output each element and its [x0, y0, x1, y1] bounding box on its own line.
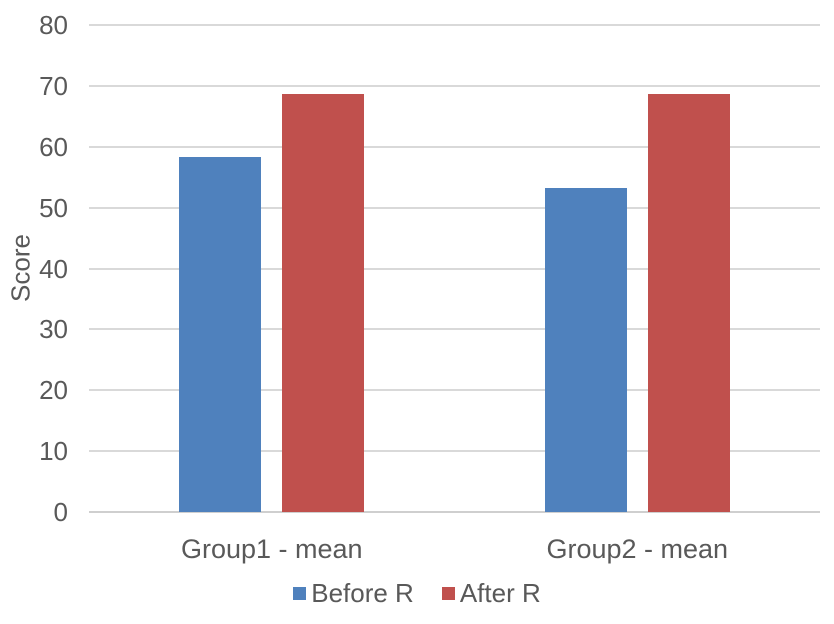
- y-tick-label: 50: [39, 192, 68, 223]
- x-category-label: Group2 - mean: [546, 534, 729, 564]
- y-tick-label: 40: [39, 253, 68, 284]
- plot-area: [89, 24, 820, 513]
- gridline: [89, 267, 820, 270]
- legend-item: Before R: [293, 578, 414, 609]
- y-tick-label: 70: [39, 70, 68, 101]
- y-tick-label: 30: [39, 314, 68, 345]
- legend-label: Before R: [311, 578, 414, 608]
- gridline: [89, 389, 820, 392]
- x-category-label: Group1 - mean: [180, 534, 363, 564]
- gridline: [89, 450, 820, 453]
- gridline: [89, 24, 820, 26]
- bar-before-r-group1: [179, 156, 262, 512]
- legend-item: After R: [441, 578, 541, 609]
- x-axis-line: [89, 511, 820, 513]
- y-tick-label: 20: [39, 375, 68, 406]
- y-tick-label: 10: [39, 436, 68, 467]
- bar-before-r-group2: [544, 188, 627, 512]
- gridline: [89, 84, 820, 87]
- y-tick-label: 80: [39, 10, 68, 40]
- y-tick-label: 60: [39, 131, 68, 162]
- bar-after-r-group2: [647, 93, 730, 512]
- gridline: [89, 328, 820, 331]
- legend-label: After R: [459, 578, 541, 608]
- bar-after-r-group1: [282, 93, 365, 512]
- y-tick-label: 0: [53, 497, 68, 527]
- gridline: [89, 145, 820, 148]
- legend: Before R After R: [0, 578, 834, 609]
- gridline: [89, 206, 820, 209]
- legend-swatch-icon: [441, 587, 455, 600]
- legend-swatch-icon: [293, 587, 307, 600]
